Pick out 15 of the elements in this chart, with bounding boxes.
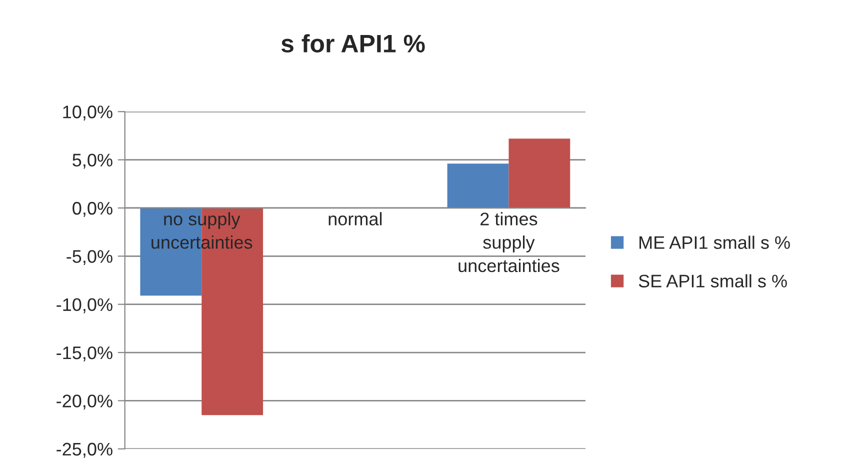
y-tick-label: -15,0% bbox=[56, 346, 112, 362]
x-tick-label: 2 times supply uncertainties bbox=[458, 212, 560, 272]
y-tick-label: -20,0% bbox=[56, 394, 112, 410]
y-tick-label: -5,0% bbox=[66, 250, 112, 266]
y-tick-label: 5,0% bbox=[72, 154, 112, 169]
bar bbox=[447, 164, 509, 208]
x-tick-label: normal bbox=[328, 212, 382, 226]
legend-label: ME API1 small s % bbox=[640, 236, 790, 249]
legend-label: SE API1 small s % bbox=[638, 274, 787, 288]
y-tick-label: -10,0% bbox=[56, 298, 112, 314]
chart-title: s for API1 % bbox=[281, 34, 425, 52]
y-tick-label: 10,0% bbox=[63, 106, 112, 120]
y-tick-label: -25,0% bbox=[56, 442, 112, 458]
y-tick-label: 0,0% bbox=[72, 202, 112, 217]
bar bbox=[508, 138, 570, 208]
